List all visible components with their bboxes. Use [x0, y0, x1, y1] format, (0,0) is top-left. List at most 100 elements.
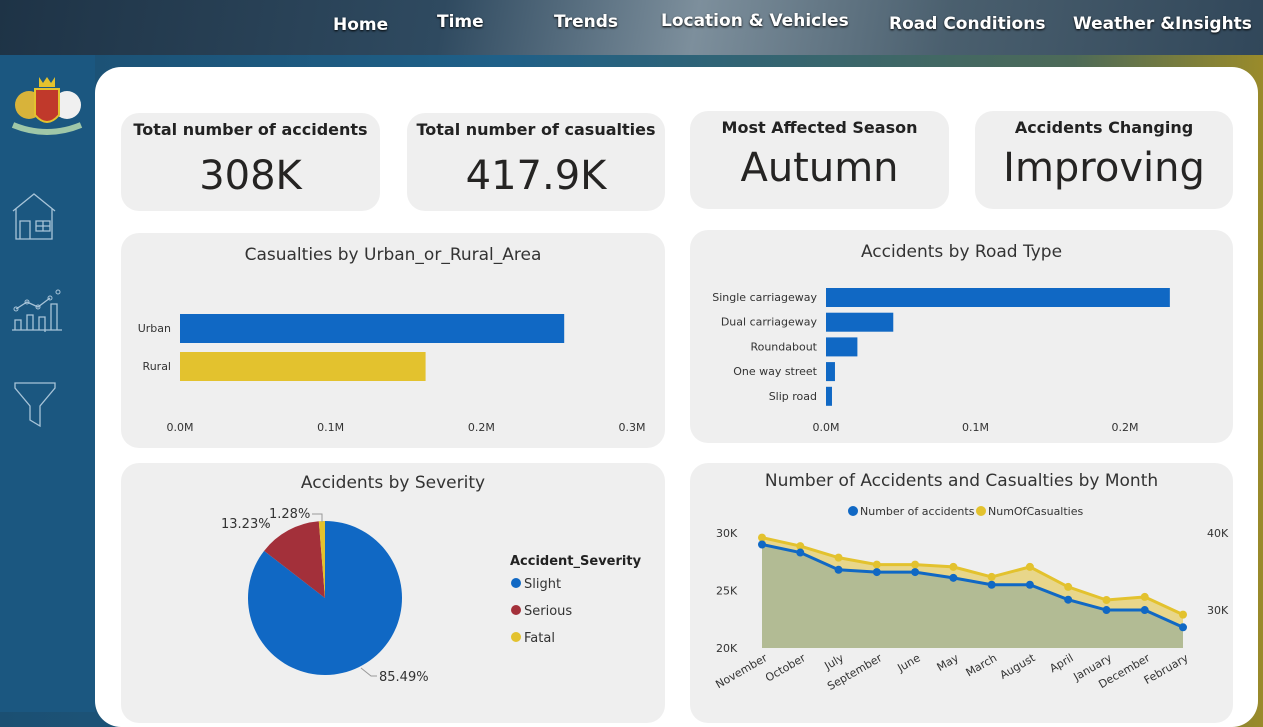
accidents-point — [758, 540, 766, 549]
bar-road-type — [826, 337, 858, 357]
bar-road-type — [826, 386, 832, 406]
casualties-point — [1179, 610, 1187, 619]
home-icon[interactable] — [10, 191, 62, 241]
y-left-tick: 25K — [716, 585, 738, 598]
legend-marker — [511, 578, 521, 588]
nav-time[interactable]: Time — [437, 12, 484, 32]
accidents-point — [796, 548, 805, 557]
category-label: Slip road — [769, 390, 817, 403]
filter-icon[interactable] — [14, 382, 58, 428]
casualties-point — [987, 572, 996, 581]
y-right-tick: 40K — [1207, 527, 1229, 540]
kpi-accidents-changing: Accidents Changing Improving — [975, 111, 1233, 209]
casualties-point — [1064, 582, 1073, 591]
casualties-point — [796, 542, 805, 551]
y-left-tick: 30K — [716, 527, 738, 540]
kpi-value: Improving — [1003, 145, 1205, 191]
nav-home[interactable]: Home — [333, 15, 389, 35]
x-tick-label: October — [763, 651, 808, 685]
x-tick-label: May — [935, 651, 962, 674]
x-tick-label: 0.0M — [813, 421, 840, 434]
accidents-point — [949, 573, 958, 582]
accidents-point — [987, 580, 996, 589]
analytics-chart-icon[interactable] — [10, 287, 66, 333]
y-left-tick: 20K — [716, 642, 738, 655]
category-label: Single carriageway — [712, 291, 817, 304]
data-label: 13.23% — [221, 517, 271, 532]
legend-item: NumOfCasualties — [988, 505, 1084, 518]
category-label: Urban — [138, 322, 171, 335]
accidents-area — [762, 544, 1183, 648]
casualties-point — [834, 553, 843, 562]
data-label: 85.49% — [379, 670, 429, 685]
nav-trends[interactable]: Trends — [554, 12, 619, 32]
accidents-line — [761, 543, 1184, 629]
kpi-most-affected-season: Most Affected Season Autumn — [690, 111, 949, 209]
x-tick-label: 0.0M — [167, 421, 194, 434]
x-tick-label: November — [713, 651, 769, 691]
road-type-chart-card: Accidents by Road Type — [690, 230, 1233, 443]
x-tick-label: July — [822, 651, 847, 673]
x-tick-label: 0.3M — [619, 421, 646, 434]
data-label: 1.28% — [269, 507, 310, 522]
category-label: Rural — [143, 360, 171, 373]
accidents-point — [911, 568, 920, 577]
x-tick-label: February — [1142, 651, 1191, 687]
chart-title: Accidents by Severity — [300, 473, 486, 493]
pie-slice-serious — [264, 521, 325, 598]
legend-item: Number of accidents — [860, 505, 975, 518]
top-navigation: Home Time Trends Location & Vehicles Roa… — [0, 0, 1263, 55]
kpi-title: Accidents Changing — [1014, 118, 1194, 137]
chart-title: Number of Accidents and Casualties by Mo… — [764, 471, 1159, 491]
accidents-point — [834, 565, 843, 574]
charts-layer: Urban Rural 0.0M 0.1M 0.2M 0.3M Single carriag… — [138, 288, 1229, 693]
x-tick-label: 0.1M — [962, 421, 989, 434]
chart-title: Casualties by Urban_or_Rural_Area — [244, 245, 542, 265]
legend-item: Serious — [524, 604, 572, 619]
legend-title: Accident_Severity — [510, 554, 642, 569]
x-tick-label: August — [998, 651, 1038, 682]
x-tick-label: 0.2M — [468, 421, 495, 434]
x-tick-label: March — [964, 651, 1000, 679]
nav-road-conditions[interactable]: Road Conditions — [889, 14, 1046, 34]
casualties-point — [758, 533, 766, 542]
pie-slice-fatal — [318, 521, 325, 598]
accidents-point — [1179, 623, 1187, 632]
x-tick-label: 0.2M — [1112, 421, 1139, 434]
x-tick-label: June — [894, 651, 922, 675]
nav-weather-insights[interactable]: Weather &Insights — [1073, 14, 1252, 34]
category-label: Dual carriageway — [721, 316, 818, 329]
bar-urban — [180, 314, 565, 343]
x-tick-label: 0.1M — [317, 421, 344, 434]
legend-marker — [976, 506, 986, 516]
kpi-title: Total number of casualties — [416, 120, 656, 139]
kpi-total-casualties: Total number of casualties 417.9K — [407, 113, 665, 211]
bar-road-type — [826, 362, 835, 382]
legend-marker — [511, 605, 521, 615]
kpi-value: 417.9K — [465, 153, 607, 199]
kpi-title: Most Affected Season — [721, 118, 918, 137]
category-label: Roundabout — [750, 340, 817, 353]
kpi-value: 308K — [199, 153, 302, 199]
y-right-tick: 30K — [1207, 604, 1229, 617]
bar-road-type — [826, 288, 1170, 307]
accidents-point — [1064, 595, 1073, 604]
legend-item: Slight — [524, 577, 561, 592]
casualties-point — [1025, 562, 1034, 571]
kpi-value: Autumn — [740, 145, 899, 191]
chart-title: Accidents by Road Type — [860, 242, 1063, 262]
casualties-point — [949, 562, 958, 571]
leader-line — [312, 513, 323, 522]
casualties-point — [1102, 595, 1111, 604]
bar-rural — [180, 352, 426, 381]
legend-marker — [848, 506, 858, 516]
category-label: One way street — [733, 365, 817, 378]
casualties-point — [872, 560, 881, 569]
nav-location-vehicles[interactable]: Location & Vehicles — [661, 11, 849, 31]
accidents-point — [1140, 606, 1149, 615]
sidebar — [0, 55, 95, 712]
kpi-total-accidents: Total number of accidents 308K — [121, 113, 380, 211]
bar-road-type — [826, 312, 894, 332]
casualties-point — [1140, 592, 1149, 601]
casualties-line — [761, 536, 1184, 616]
